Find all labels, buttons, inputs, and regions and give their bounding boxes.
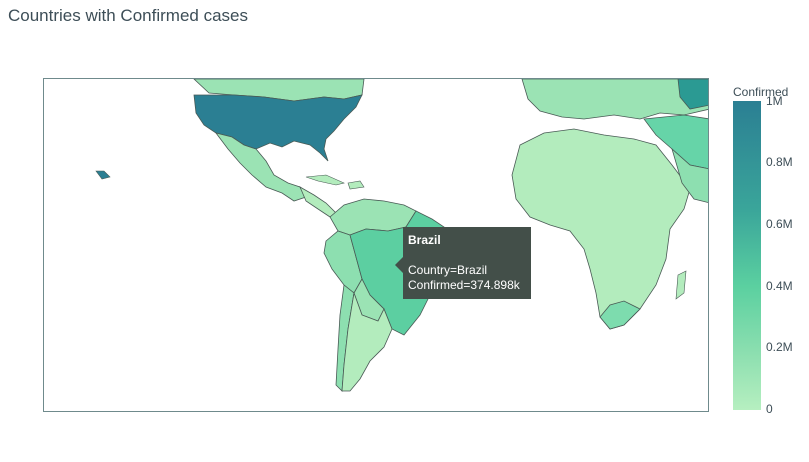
colorbar-tick-0.2m: 0.2M	[766, 340, 793, 354]
country-cuba[interactable]	[305, 174, 345, 186]
colorbar-title: Confirmed	[733, 85, 789, 99]
country-usa[interactable]	[193, 94, 363, 162]
colorbar-tick-0.6m: 0.6M	[766, 217, 793, 231]
tooltip-confirmed-line: Confirmed=374.898k	[408, 278, 520, 292]
country-madagascar[interactable]	[675, 270, 687, 300]
country-south-africa[interactable]	[599, 300, 641, 330]
colorbar-tick-0.8m: 0.8M	[766, 155, 793, 169]
colorbar-tick-0: 0	[766, 402, 773, 416]
country-central-america[interactable]	[299, 186, 337, 218]
colorbar-tick-1m: 1M	[766, 94, 783, 108]
map-frame[interactable]	[43, 78, 709, 412]
tooltip-arrow	[395, 257, 403, 273]
tooltip-country-name: Brazil	[408, 233, 441, 247]
country-hispaniola[interactable]	[347, 180, 365, 190]
tooltip-country-line: Country=Brazil	[408, 263, 488, 277]
chart-title: Countries with Confirmed cases	[8, 6, 248, 25]
region-europe[interactable]	[521, 79, 709, 120]
country-argentina[interactable]	[341, 291, 393, 392]
colorbar-tick-0.4m: 0.4M	[766, 279, 793, 293]
region-africa[interactable]	[511, 128, 691, 330]
country-usa-alaska-fragment[interactable]	[95, 170, 111, 180]
colorbar	[733, 101, 761, 410]
world-map[interactable]	[44, 79, 709, 412]
region-russia[interactable]	[677, 79, 709, 110]
hover-tooltip: Brazil Country=Brazil Confirmed=374.898k	[395, 227, 531, 299]
country-saudi-arabia[interactable]	[671, 147, 709, 203]
